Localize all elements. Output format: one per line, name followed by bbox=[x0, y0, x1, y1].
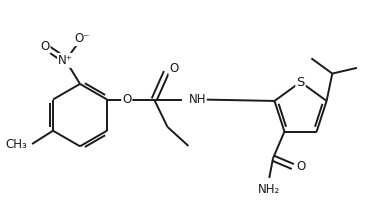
Text: CH₃: CH₃ bbox=[6, 138, 28, 150]
Text: NH₂: NH₂ bbox=[258, 183, 280, 195]
Text: N⁺: N⁺ bbox=[58, 54, 73, 67]
Text: NH: NH bbox=[188, 93, 206, 106]
Text: O⁻: O⁻ bbox=[74, 32, 90, 45]
Text: O: O bbox=[169, 62, 178, 75]
Text: O: O bbox=[122, 93, 131, 106]
Text: O: O bbox=[40, 40, 50, 53]
Text: O: O bbox=[296, 160, 306, 173]
Text: S: S bbox=[296, 75, 305, 89]
